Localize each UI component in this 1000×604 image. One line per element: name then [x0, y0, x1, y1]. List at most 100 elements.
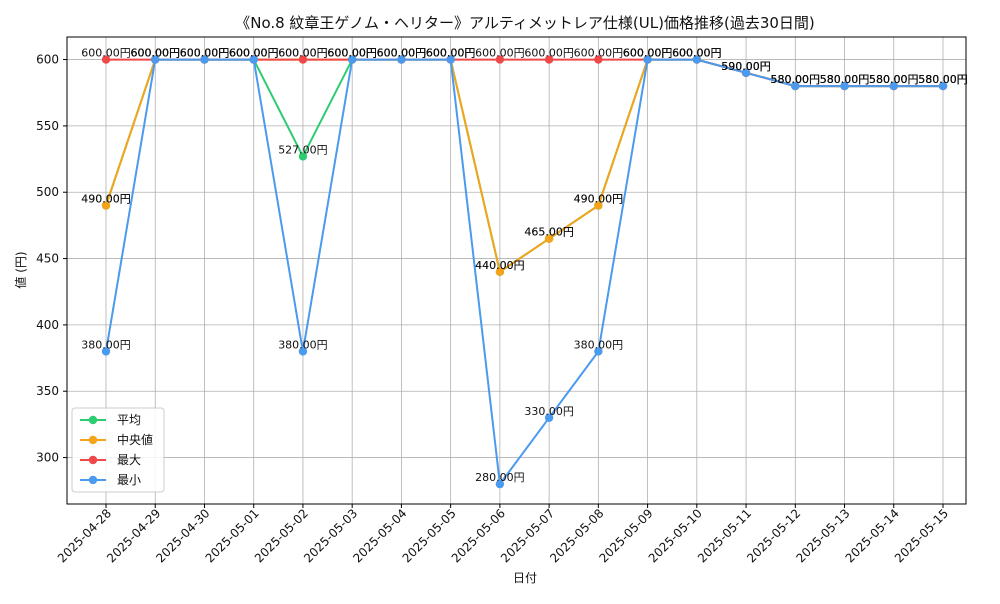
data-point [594, 347, 603, 356]
data-label: 600.00円 [327, 47, 377, 60]
y-tick-label: 500 [36, 185, 59, 199]
data-label: 600.00円 [229, 47, 279, 60]
data-point [495, 267, 505, 277]
data-label: 600.00円 [377, 47, 427, 60]
data-label: 600.00円 [180, 47, 230, 60]
data-point [840, 81, 849, 91]
data-label: 590.00円 [721, 60, 771, 73]
data-label: 600.00円 [278, 47, 328, 60]
data-label: 600.00円 [426, 47, 476, 60]
data-point [741, 68, 751, 78]
data-label: 580.00円 [820, 73, 870, 86]
data-label: 600.00円 [623, 47, 673, 60]
data-point [298, 347, 308, 356]
data-label: 600.00円 [229, 47, 279, 60]
data-label: 580.00円 [771, 73, 821, 86]
data-point [249, 55, 258, 64]
legend-marker [88, 435, 98, 445]
x-axis-label: 日付 [513, 571, 537, 585]
data-label: 600.00円 [180, 47, 230, 60]
data-label: 465.00円 [524, 226, 574, 239]
y-tick-label: 550 [36, 119, 59, 133]
data-point [495, 55, 505, 64]
data-label: 440.00円 [475, 259, 525, 272]
data-label: 580.00円 [918, 73, 968, 86]
data-point [692, 55, 702, 64]
data-label: 330.00円 [524, 405, 574, 418]
data-point [200, 55, 209, 64]
legend-label: 最小 [117, 473, 141, 487]
data-label: 600.00円 [524, 47, 574, 60]
series-line [105, 58, 943, 487]
data-label: 380.00円 [81, 338, 131, 351]
y-axis-ticks: 300 350 400 450 500 550 600 [36, 53, 67, 465]
y-tick-label: 300 [36, 451, 59, 465]
data-point [298, 152, 308, 161]
data-point [101, 201, 111, 210]
data-point [446, 55, 455, 64]
data-label: 600.00円 [180, 47, 230, 60]
data-point [101, 347, 111, 356]
series-points [101, 55, 948, 489]
data-point [151, 55, 160, 64]
legend-label: 最大 [117, 453, 141, 467]
grid [67, 37, 966, 504]
plot-frame [66, 36, 967, 505]
data-label: 580.00円 [771, 73, 821, 86]
data-label: 600.00円 [327, 47, 377, 60]
data-label: 580.00円 [869, 73, 919, 86]
data-label: 600.00円 [327, 47, 377, 60]
data-point [544, 413, 554, 422]
data-label: 465.00円 [524, 226, 574, 239]
data-label: 600.00円 [377, 47, 427, 60]
y-axis-label: 値 (円) [13, 251, 28, 288]
data-label: 600.00円 [130, 47, 180, 60]
data-label: 600.00円 [278, 47, 328, 60]
data-label: 600.00円 [377, 47, 427, 60]
data-label: 590.00円 [721, 60, 771, 73]
chart-title: 《No.8 紋章王ゲノム・ヘリター》アルティメットレア仕様(UL)価格推移(過去… [235, 14, 815, 32]
data-label: 600.00円 [475, 47, 525, 60]
data-label: 380.00円 [574, 338, 624, 351]
data-label: 600.00円 [130, 47, 180, 60]
data-label: 490.00円 [81, 192, 131, 205]
data-label: 600.00円 [623, 47, 673, 60]
legend-marker [88, 415, 98, 425]
data-label: 580.00円 [918, 73, 968, 86]
data-label: 490.00円 [81, 192, 131, 205]
data-label: 600.00円 [327, 47, 377, 60]
data-label: 580.00円 [918, 73, 968, 86]
data-point [594, 55, 603, 64]
data-label: 600.00円 [623, 47, 673, 60]
data-label: 580.00円 [869, 73, 919, 86]
data-label: 580.00円 [820, 73, 870, 86]
legend-box [71, 407, 165, 493]
data-point [495, 479, 505, 489]
data-point [347, 55, 357, 64]
data-label: 590.00円 [721, 60, 771, 73]
data-label: 600.00円 [229, 47, 279, 60]
legend-label: 中央値 [117, 432, 153, 447]
data-label: 580.00円 [771, 73, 821, 86]
data-label: 490.00円 [574, 192, 624, 205]
data-point [101, 55, 111, 64]
data-label: 580.00円 [771, 73, 821, 86]
data-label: 580.00円 [820, 73, 870, 86]
data-label: 490.00円 [574, 192, 624, 205]
y-tick-label: 350 [36, 384, 59, 398]
y-tick-label: 400 [36, 318, 59, 332]
data-label: 600.00円 [574, 47, 624, 60]
data-label: 440.00円 [475, 259, 525, 272]
data-point [544, 234, 554, 243]
legend-label: 平均 [117, 413, 141, 427]
data-point [544, 55, 554, 64]
y-tick-label: 600 [36, 53, 59, 67]
data-label: 600.00円 [672, 47, 722, 60]
data-label: 580.00円 [820, 73, 870, 86]
data-label: 600.00円 [672, 47, 722, 60]
data-label: 600.00円 [672, 47, 722, 60]
data-point [298, 55, 308, 64]
